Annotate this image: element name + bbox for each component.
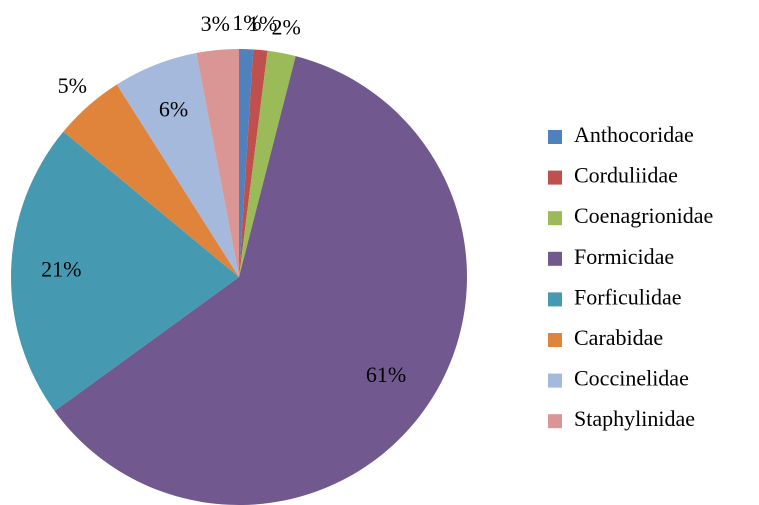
legend-swatch <box>548 292 562 307</box>
data-label: 1% <box>232 10 261 35</box>
legend-label: Staphylinidae <box>574 406 695 431</box>
data-label: 2% <box>272 15 301 40</box>
pie-slice <box>54 56 467 505</box>
data-label: 6% <box>159 97 188 122</box>
pie-slice <box>196 49 239 277</box>
legend-swatch <box>548 211 562 226</box>
pie-slice <box>239 49 254 277</box>
pie-slice <box>116 53 239 277</box>
legend-swatch <box>548 251 562 266</box>
legend-swatch <box>548 333 562 347</box>
data-label: 61% <box>366 362 406 387</box>
legend-label: Coccinelidae <box>574 366 689 391</box>
data-label: 21% <box>41 256 81 281</box>
legend-label: Formicidae <box>574 244 674 269</box>
pie-slice <box>11 131 239 412</box>
legend-label: Corduliidae <box>574 163 678 188</box>
legend-swatch <box>548 170 562 185</box>
legend-swatch <box>548 130 562 144</box>
pie-slice <box>63 84 239 278</box>
legend-swatch <box>548 414 562 429</box>
pie-slice <box>239 50 296 277</box>
legend-swatch <box>548 373 562 388</box>
pie-slice <box>239 49 268 277</box>
data-label: 1% <box>248 11 277 36</box>
legend-label: Forficulidae <box>574 284 682 309</box>
data-label: 3% <box>201 11 230 36</box>
legend-label: Coenagrionidae <box>574 203 713 228</box>
legend-label: Carabidae <box>574 325 663 350</box>
legend-label: Anthocoridae <box>574 122 694 147</box>
data-label: 5% <box>58 73 87 98</box>
